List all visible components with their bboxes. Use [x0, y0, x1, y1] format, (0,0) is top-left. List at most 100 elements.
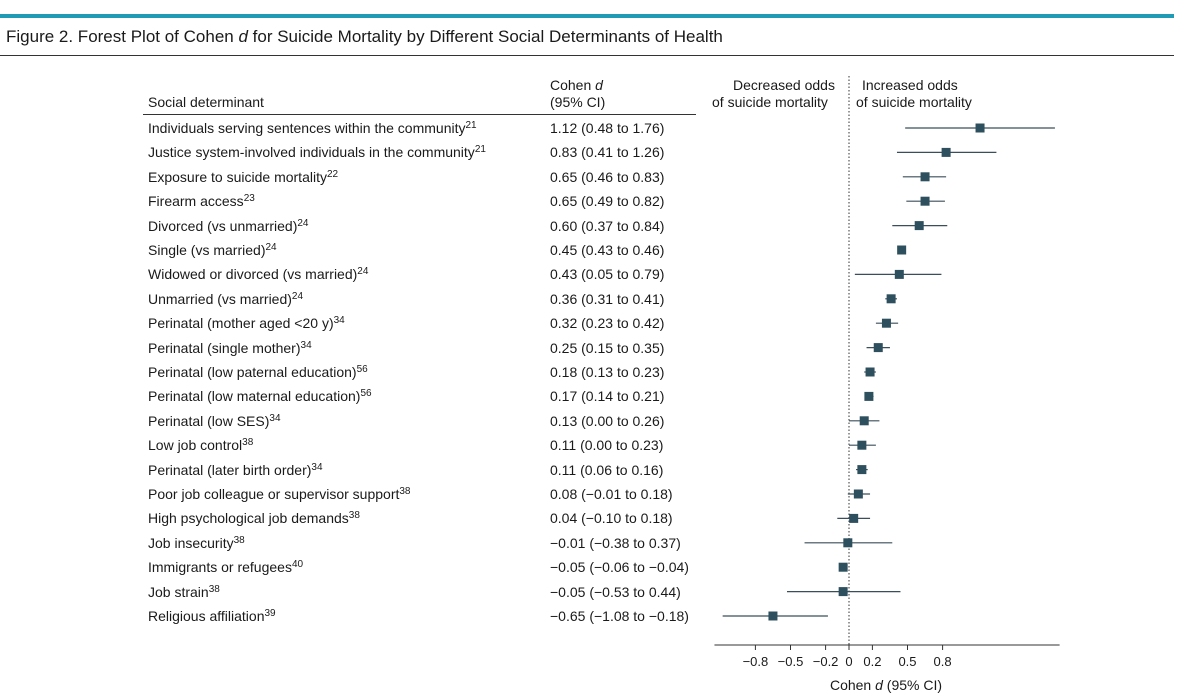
x-tick-label: −0.5 — [778, 654, 804, 669]
row-ci-text: 0.36 (0.31 to 0.41) — [550, 290, 665, 307]
row-ci-text: 0.32 (0.23 to 0.42) — [550, 315, 665, 332]
reference-number: 40 — [291, 559, 304, 571]
reference-number: 38 — [399, 486, 411, 497]
header-cohen-d: Cohen d — [550, 77, 603, 93]
row-ci-text: 0.45 (0.43 to 0.46) — [550, 242, 665, 258]
effect-marker — [853, 489, 863, 499]
effect-marker — [894, 269, 904, 279]
reference-number: 38 — [242, 437, 254, 449]
reference-number: 24 — [297, 217, 309, 229]
header-increased-line1: Increased odds — [862, 77, 958, 93]
reference-number: 21 — [474, 144, 486, 156]
reference-number: 56 — [360, 388, 372, 400]
effect-marker — [857, 440, 867, 450]
row-ci-text: 0.25 (0.15 to 0.35) — [550, 339, 665, 356]
reference-number: 56 — [356, 364, 368, 375]
reference-number: 34 — [333, 315, 345, 327]
row-ci-text: 0.11 (0.06 to 0.16) — [550, 461, 664, 478]
row-label: Low job control38 — [148, 437, 254, 454]
accent-bar — [0, 14, 1174, 18]
x-tick-label: 0.2 — [863, 654, 881, 669]
figure-title: Figure 2. Forest Plot of Cohen d for Sui… — [6, 27, 723, 46]
row-ci-text: 0.60 (0.37 to 0.84) — [550, 217, 665, 234]
header-divider — [143, 114, 696, 115]
header-decreased-line2: of suicide mortality — [712, 94, 828, 110]
row-ci-text: −0.65 (−1.08 to −0.18) — [550, 608, 689, 624]
row-label: Religious affiliation39 — [148, 608, 276, 624]
x-axis-label: Cohen d (95% CI) — [830, 677, 942, 693]
x-tick-label: 0 — [845, 654, 852, 669]
header-95ci: (95% CI) — [550, 94, 606, 110]
reference-number: 39 — [264, 608, 276, 619]
row-label: Immigrants or refugees40 — [148, 559, 304, 576]
row-ci-text: 0.65 (0.49 to 0.82) — [550, 193, 665, 210]
row-label: Perinatal (later birth order)34 — [148, 461, 323, 478]
reference-number: 22 — [326, 168, 339, 180]
row-ci-text: 0.65 (0.46 to 0.83) — [550, 168, 665, 185]
reference-number: 34 — [300, 339, 312, 351]
row-label: Job insecurity38 — [148, 534, 245, 551]
effect-marker — [849, 513, 859, 523]
x-tick-label: −0.8 — [743, 654, 769, 669]
effect-marker — [859, 416, 869, 426]
effect-marker — [941, 147, 951, 157]
reference-number: 38 — [348, 510, 360, 522]
row-label: Unmarried (vs married)24 — [148, 290, 304, 307]
row-label: Individuals serving sentences within the… — [148, 120, 477, 136]
reference-number: 21 — [465, 120, 477, 131]
x-tick-label: −0.2 — [813, 654, 839, 669]
reference-number: 38 — [208, 583, 220, 595]
reference-number: 38 — [233, 534, 245, 546]
effect-marker — [865, 367, 875, 377]
effect-marker — [864, 391, 874, 401]
row-ci-text: −0.05 (−0.53 to 0.44) — [550, 583, 681, 600]
effect-marker — [838, 587, 848, 597]
row-ci-text: 0.17 (0.14 to 0.21) — [550, 388, 665, 405]
row-label: Single (vs married)24 — [148, 242, 277, 258]
row-label: High psychological job demands38 — [148, 510, 360, 527]
reference-number: 34 — [269, 412, 281, 424]
row-ci-text: 0.18 (0.13 to 0.23) — [550, 364, 665, 380]
row-label: Firearm access23 — [148, 193, 255, 210]
reference-number: 24 — [357, 266, 369, 278]
row-ci-text: −0.05 (−0.06 to −0.04) — [550, 559, 689, 576]
effect-marker — [881, 318, 891, 328]
row-label: Widowed or divorced (vs married)24 — [148, 266, 369, 283]
x-tick-label: 0.8 — [934, 654, 952, 669]
row-label: Job strain38 — [148, 583, 220, 600]
row-ci-text: 0.13 (0.00 to 0.26) — [550, 412, 665, 429]
row-label: Divorced (vs unmarried)24 — [148, 217, 309, 234]
row-label: Perinatal (low paternal education)56 — [148, 364, 368, 380]
effect-marker — [914, 221, 924, 231]
row-label: Perinatal (single mother)34 — [148, 339, 312, 356]
effect-marker — [975, 123, 985, 133]
row-ci-text: 0.11 (0.00 to 0.23) — [550, 437, 664, 454]
title-divider — [0, 55, 1174, 56]
row-label: Perinatal (low maternal education)56 — [148, 388, 372, 405]
effect-marker — [843, 538, 853, 548]
reference-number: 24 — [265, 242, 277, 253]
header-decreased-line1: Decreased odds — [733, 77, 835, 93]
row-ci-text: −0.01 (−0.38 to 0.37) — [550, 534, 681, 551]
effect-marker — [886, 294, 896, 304]
row-label: Perinatal (low SES)34 — [148, 412, 281, 429]
row-ci-text: 1.12 (0.48 to 1.76) — [550, 120, 665, 136]
effect-marker — [838, 562, 848, 572]
row-ci-text: 0.43 (0.05 to 0.79) — [550, 266, 665, 283]
row-label: Exposure to suicide mortality22 — [148, 168, 339, 185]
effect-marker — [920, 196, 930, 206]
row-ci-text: 0.08 (−0.01 to 0.18) — [550, 486, 673, 502]
header-increased-line2: of suicide mortality — [856, 94, 972, 110]
row-ci-text: 0.83 (0.41 to 1.26) — [550, 144, 665, 161]
x-tick-label: 0.5 — [898, 654, 916, 669]
reference-number: 24 — [291, 290, 304, 302]
header-social-determinant: Social determinant — [148, 94, 264, 110]
effect-marker — [920, 172, 930, 182]
effect-marker — [897, 245, 907, 255]
row-label: Poor job colleague or supervisor support… — [148, 486, 411, 502]
row-ci-text: 0.04 (−0.10 to 0.18) — [550, 510, 673, 527]
reference-number: 34 — [311, 461, 323, 473]
row-label: Perinatal (mother aged <20 y)34 — [148, 315, 345, 332]
effect-marker — [857, 465, 867, 475]
